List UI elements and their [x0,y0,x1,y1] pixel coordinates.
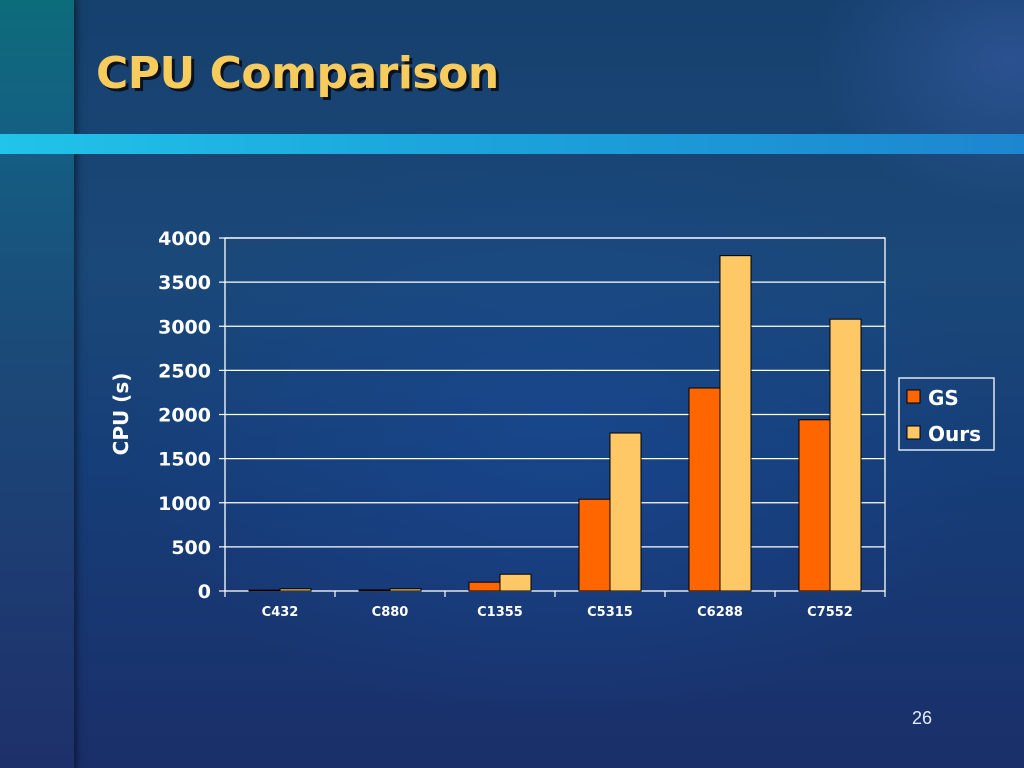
left-decor-strip [0,0,74,768]
x-tick-label: C5315 [587,605,633,620]
y-tick-label: 0 [198,581,211,603]
y-tick-label: 1500 [158,449,211,471]
bar-gs-c1355 [468,581,501,592]
x-tick-label: C7552 [807,605,853,620]
chart-legend: GS Ours [898,377,995,451]
bar-ours-c432 [279,588,312,592]
slide-title: CPU Comparison [96,48,499,99]
legend-swatch-gs [906,389,921,404]
bar-gs-c432 [248,589,281,592]
title-accent-band [0,134,1024,154]
x-tick-label: C432 [262,605,299,620]
y-axis-ticks: 0 500 1000 1500 2000 2500 3000 3500 4000 [158,228,225,603]
y-tick-label: 2500 [158,360,211,382]
y-axis-label: CPU (s) [109,373,133,456]
x-tick-label: C880 [372,605,409,620]
bar-ours-c7552 [829,318,862,592]
legend-box [898,377,995,451]
legend-label-ours: Ours [928,422,981,446]
y-tick-label: 3000 [158,316,211,338]
bar-ours-c880 [389,588,422,592]
chart-bars [248,255,862,592]
left-decor-strip-shadow [74,0,80,768]
bar-gs-c6288 [688,387,721,592]
x-tick-label: C1355 [477,605,523,620]
bar-ours-c6288 [719,255,752,592]
x-axis-ticks: C432 C880 C1355 C5315 C6288 C7552 [224,591,886,620]
legend-swatch-ours [906,425,921,440]
y-tick-label: 2000 [158,405,211,427]
bar-gs-c5315 [578,498,611,592]
y-tick-label: 1000 [158,493,211,515]
y-tick-label: 4000 [158,228,211,250]
slide-number: 26 [912,708,933,728]
x-tick-label: C6288 [697,605,743,620]
bar-gs-c7552 [798,419,831,592]
legend-label-gs: GS [928,386,959,410]
bar-ours-c1355 [499,573,532,592]
y-tick-label: 3500 [158,272,211,294]
bar-ours-c5315 [609,432,642,592]
y-tick-label: 500 [171,537,211,559]
bar-gs-c880 [358,589,391,592]
chart-gridlines [225,237,885,548]
